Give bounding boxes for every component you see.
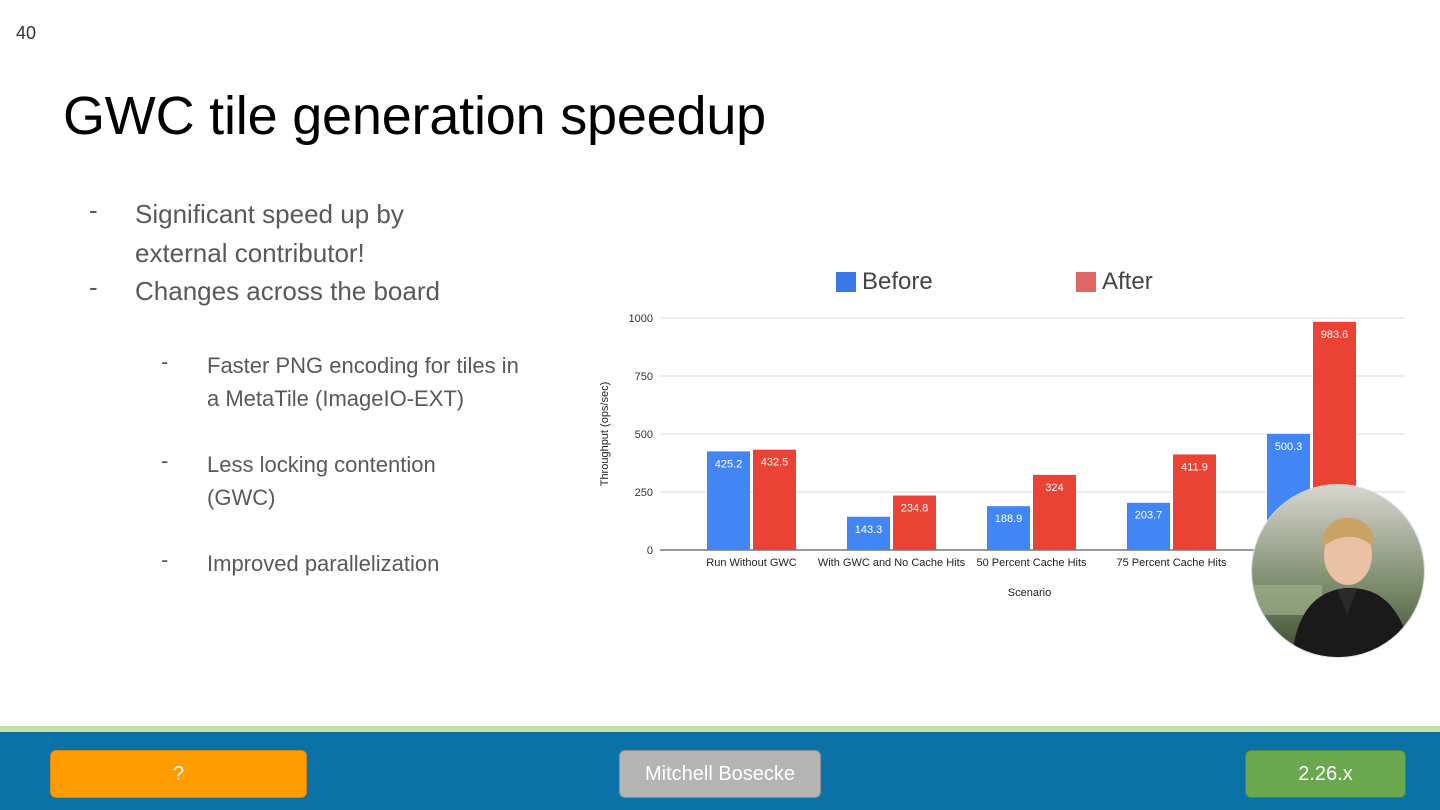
y-tick-label: 750	[635, 371, 653, 383]
legend-label-after: After	[1102, 268, 1153, 295]
slide-title: GWC tile generation speedup	[63, 86, 767, 146]
data-label: 983.6	[1321, 329, 1349, 341]
bullet-dash: -	[89, 272, 98, 302]
data-label: 203.7	[1135, 510, 1163, 522]
x-axis-label: Scenario	[1008, 587, 1051, 599]
data-label: 143.3	[855, 524, 883, 536]
data-label: 188.9	[995, 513, 1023, 525]
bar-after	[893, 495, 936, 550]
data-label: 500.3	[1275, 441, 1303, 453]
bullet-dash: -	[89, 195, 98, 225]
legend-swatch-before	[836, 272, 856, 292]
presenter-name-button[interactable]: Mitchell Bosecke	[619, 750, 821, 798]
bar-after	[1173, 454, 1216, 550]
bar-after	[1033, 474, 1076, 550]
bullet-text: Significant speed up by external contrib…	[135, 199, 404, 268]
legend-label-before: Before	[862, 268, 933, 295]
data-label: 324	[1045, 482, 1063, 494]
x-tick-label: 75 Percent Cache Hits	[1116, 557, 1227, 569]
speaker-photo	[1251, 484, 1425, 658]
bullet-dash: -	[161, 448, 169, 473]
bullet-text: Faster PNG encoding for tiles in a MetaT…	[207, 353, 519, 411]
legend-swatch-after	[1076, 272, 1096, 292]
y-tick-label: 250	[635, 487, 653, 499]
bullet-text: Less locking contention (GWC)	[207, 452, 436, 510]
x-tick-label: Run Without GWC	[706, 557, 797, 569]
data-label: 411.9	[1181, 461, 1208, 473]
help-button[interactable]: ?	[50, 750, 307, 798]
bar-before	[987, 506, 1030, 550]
version-button[interactable]: 2.26.x	[1245, 750, 1406, 798]
bar-after	[753, 449, 796, 550]
bullet-text: Improved parallelization	[207, 551, 440, 576]
x-tick-label: 50 Percent Cache Hits	[976, 557, 1087, 569]
data-label: 432.5	[761, 457, 789, 469]
bar-before	[847, 516, 890, 550]
bullet-dash: -	[161, 349, 169, 374]
speaker-avatar-icon	[1252, 485, 1424, 657]
bar-before	[1127, 502, 1170, 550]
throughput-bar-chart: 0 250 500 750 1000 425.2 432.5 Run Without GWC 1…	[599, 268, 1405, 599]
data-label: 425.2	[715, 458, 743, 470]
x-tick-label: With GWC and No Cache Hits	[818, 557, 966, 569]
y-axis-label: Throughput (ops/sec)	[599, 382, 611, 487]
slide-number: 40	[16, 23, 37, 43]
bullet-text: Changes across the board	[135, 276, 440, 306]
data-label: 234.8	[901, 503, 929, 515]
footer-divider	[0, 726, 1440, 732]
y-tick-label: 500	[635, 429, 653, 441]
y-tick-label: 1000	[629, 313, 653, 325]
bullet-dash: -	[161, 547, 169, 572]
y-tick-label: 0	[647, 545, 653, 557]
bar-before	[707, 451, 750, 550]
